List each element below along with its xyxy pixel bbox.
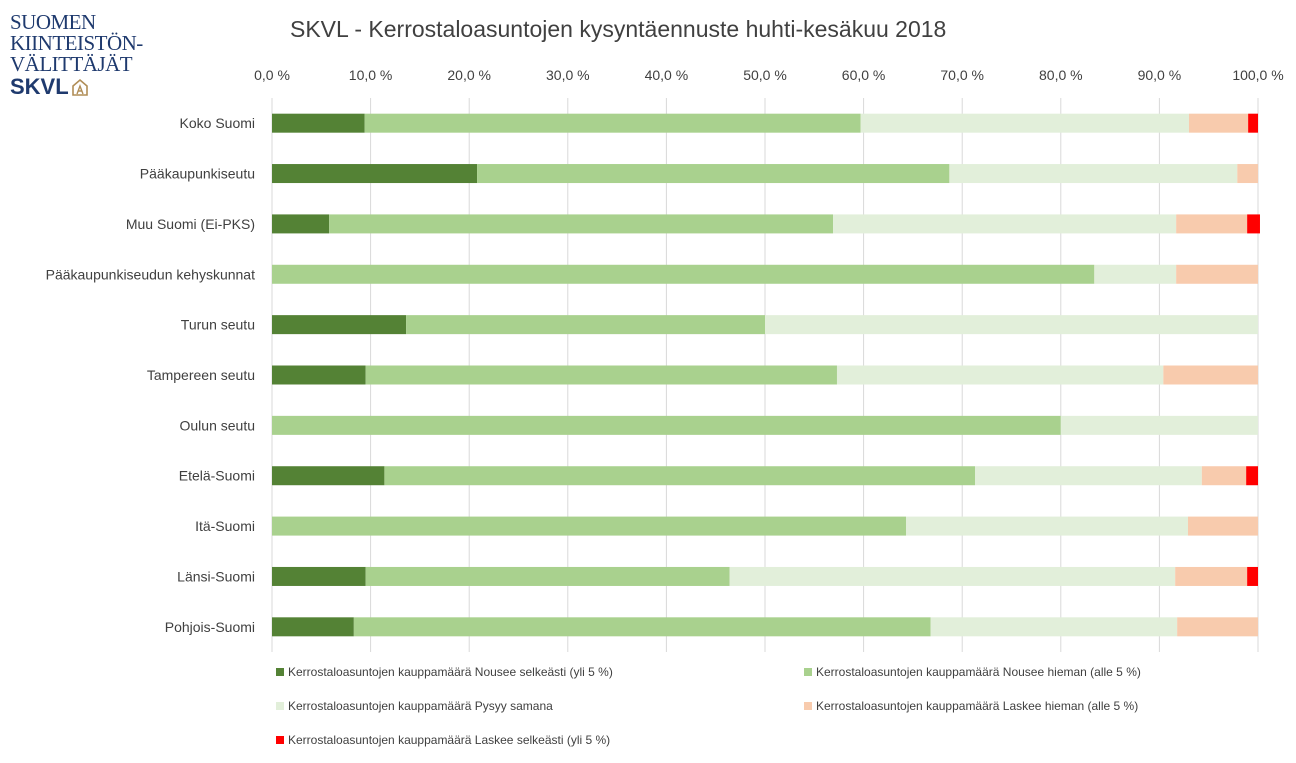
bar-segment (1248, 113, 1258, 133)
legend-swatch (804, 702, 812, 710)
x-tick-label: 20,0 % (447, 67, 491, 83)
bar-segment (930, 617, 1178, 637)
bar-segment (836, 365, 1164, 385)
logo-line-3: VÄLITTÄJÄT (10, 52, 133, 76)
x-tick-label: 50,0 % (743, 67, 787, 83)
bar-segment (406, 315, 765, 335)
bar-segment (272, 365, 366, 385)
bars (272, 113, 1260, 637)
bar-segment (272, 214, 330, 234)
legend-swatch (804, 668, 812, 676)
bar-segment (364, 113, 861, 133)
bar-segment (1237, 164, 1258, 184)
bar-segment (365, 365, 837, 385)
bar-segment (272, 466, 385, 486)
legend-label: Kerrostaloasuntojen kauppamäärä Laskee h… (816, 699, 1138, 713)
category-label: Itä-Suomi (195, 518, 255, 534)
legend-label: Kerrostaloasuntojen kauppamäärä Laskee s… (288, 733, 610, 747)
legend-swatch (276, 668, 284, 676)
bar-segment (272, 113, 365, 133)
bar-segment (329, 214, 834, 234)
category-label: Koko Suomi (180, 115, 255, 131)
x-tick-label: 30,0 % (546, 67, 590, 83)
category-label: Pohjois-Suomi (165, 619, 255, 635)
legend-swatch (276, 736, 284, 744)
bar-segment (729, 566, 1176, 586)
bar-segment (1246, 466, 1258, 486)
category-label: Pääkaupunkiseudun kehyskunnat (46, 266, 255, 282)
bar-segment (353, 617, 931, 637)
bar-segment (1247, 566, 1258, 586)
x-tick-label: 60,0 % (842, 67, 886, 83)
legend-swatch (276, 702, 284, 710)
bar-segment (1188, 113, 1249, 133)
bar-segment (272, 264, 1095, 284)
category-label: Muu Suomi (Ei-PKS) (126, 216, 255, 232)
bar-segment (272, 315, 407, 335)
bar-segment (384, 466, 976, 486)
x-tick-label: 0,0 % (254, 67, 290, 83)
bar-segment (1176, 264, 1258, 284)
bar-segment (860, 113, 1189, 133)
x-tick-label: 70,0 % (940, 67, 984, 83)
legend-label: Kerrostaloasuntojen kauppamäärä Nousee h… (816, 665, 1141, 679)
bar-segment (1177, 617, 1258, 637)
category-label: Etelä-Suomi (179, 468, 255, 484)
house-icon (71, 78, 88, 96)
bar-segment (1176, 214, 1248, 234)
bar-segment (905, 516, 1188, 536)
bar-segment (833, 214, 1177, 234)
legend-label: Kerrostaloasuntojen kauppamäärä Nousee s… (288, 665, 613, 679)
category-label: Tampereen seutu (147, 367, 255, 383)
bar-segment (272, 617, 354, 637)
bar-segment (1094, 264, 1177, 284)
x-axis-ticks: 0,0 % 10,0 % 20,0 % 30,0 % 40,0 % 50,0 % 60,0 … (254, 67, 1284, 83)
category-label: Länsi-Suomi (177, 568, 255, 584)
x-tick-label: 80,0 % (1039, 67, 1083, 83)
category-label: Pääkaupunkiseutu (140, 166, 255, 182)
x-tick-label: 40,0 % (645, 67, 689, 83)
bar-segment (1060, 415, 1258, 435)
chart-title: SKVL - Kerrostaloasuntojen kysyntäennust… (290, 16, 947, 42)
bar-segment (765, 315, 1258, 335)
bar-segment (949, 164, 1238, 184)
bar-segment (477, 164, 950, 184)
category-labels: Koko Suomi Pääkaupunkiseutu Muu Suomi (Ei-… (46, 115, 255, 635)
bar-segment (1201, 466, 1247, 486)
bar-segment (1163, 365, 1258, 385)
category-label: Turun seutu (181, 317, 255, 333)
bar-segment (272, 566, 366, 586)
legend: Kerrostaloasuntojen kauppamäärä Nousee s… (276, 665, 1141, 747)
logo-brand: SKVL (10, 75, 170, 99)
bar-segment (272, 164, 478, 184)
legend-label: Kerrostaloasuntojen kauppamäärä Pysyy sa… (288, 699, 553, 713)
bar-segment (1247, 214, 1260, 234)
x-tick-label: 90,0 % (1138, 67, 1182, 83)
bar-segment (272, 415, 1061, 435)
bar-segment (1175, 566, 1248, 586)
category-label: Oulun seutu (180, 417, 256, 433)
logo-line-2: KIINTEISTÖN- (10, 31, 143, 55)
x-tick-label: 10,0 % (349, 67, 393, 83)
bar-segment (1187, 516, 1258, 536)
bar-segment (272, 516, 906, 536)
skvl-logo: SUOMEN KIINTEISTÖN- VÄLITTÄJÄT SKVL (10, 12, 170, 112)
logo-brand-text: SKVL (10, 74, 69, 99)
logo-line-1: SUOMEN (10, 10, 96, 34)
x-tick-label: 100,0 % (1232, 67, 1283, 83)
bar-segment (975, 466, 1202, 486)
bar-segment (365, 566, 730, 586)
